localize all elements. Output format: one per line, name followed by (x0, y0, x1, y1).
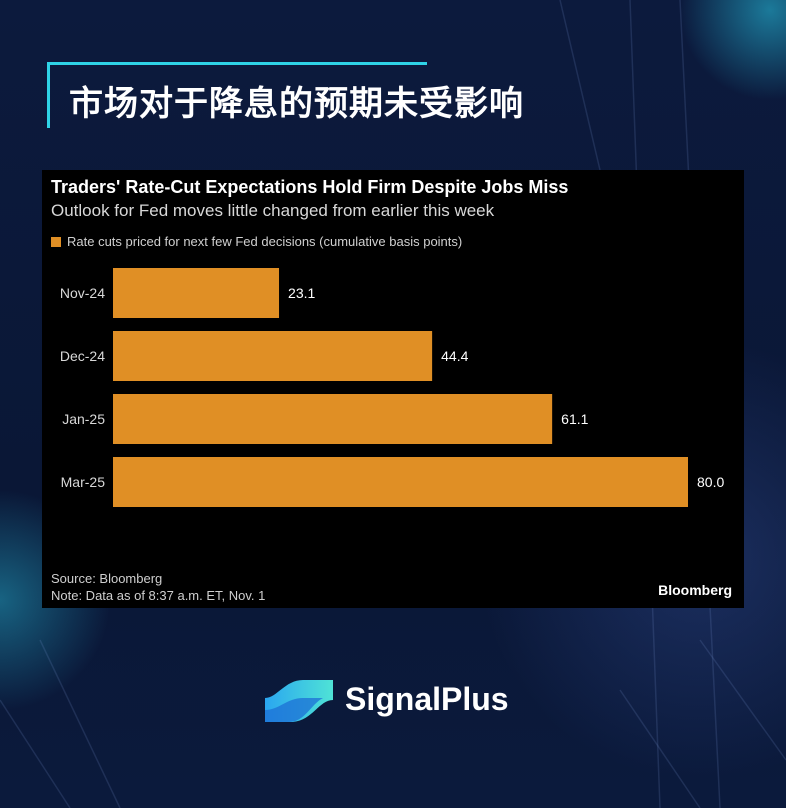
bar-mar-25 (113, 457, 688, 507)
legend-swatch (51, 236, 61, 247)
data-label: 44.4 (441, 348, 468, 364)
bar-chart: Nov-24 23.1 Dec-24 44.4 Jan-25 61.1 Mar-25 80.0 (60, 268, 724, 507)
bar-dec-24 (113, 331, 433, 381)
data-note: Note: Data as of 8:37 a.m. ET, Nov. 1 (51, 588, 266, 603)
chart-title: Traders' Rate-Cut Expectations Hold Firm… (51, 177, 569, 197)
signalplus-wordmark: SignalPlus (345, 681, 509, 717)
bar-nov-24 (113, 268, 280, 318)
data-label: 61.1 (561, 411, 588, 427)
legend: Rate cuts priced for next few Fed decisi… (51, 234, 462, 249)
bar-jan-25 (113, 394, 553, 444)
source-note: Source: Bloomberg (51, 571, 163, 586)
header: 市场对于降息的预期未受影响 (47, 62, 523, 128)
chart-subtitle: Outlook for Fed moves little changed fro… (51, 201, 495, 220)
header-accent-top (47, 62, 427, 65)
category-label: Dec-24 (60, 348, 105, 364)
signalplus-logo: SignalPlus (263, 676, 543, 726)
data-label: 80.0 (697, 474, 724, 490)
signalplus-logo-icon (265, 680, 333, 722)
page-title: 市场对于降息的预期未受影响 (69, 84, 524, 124)
category-label: Jan-25 (62, 411, 105, 427)
bloomberg-brand: Bloomberg (658, 582, 732, 598)
data-label: 23.1 (288, 285, 315, 301)
category-label: Nov-24 (60, 285, 105, 301)
header-accent-left (47, 62, 50, 128)
chart-card: Traders' Rate-Cut Expectations Hold Firm… (42, 170, 744, 608)
legend-label: Rate cuts priced for next few Fed decisi… (67, 234, 463, 249)
category-label: Mar-25 (61, 474, 106, 490)
footnotes: Source: Bloomberg Note: Data as of 8:37 … (51, 570, 265, 604)
